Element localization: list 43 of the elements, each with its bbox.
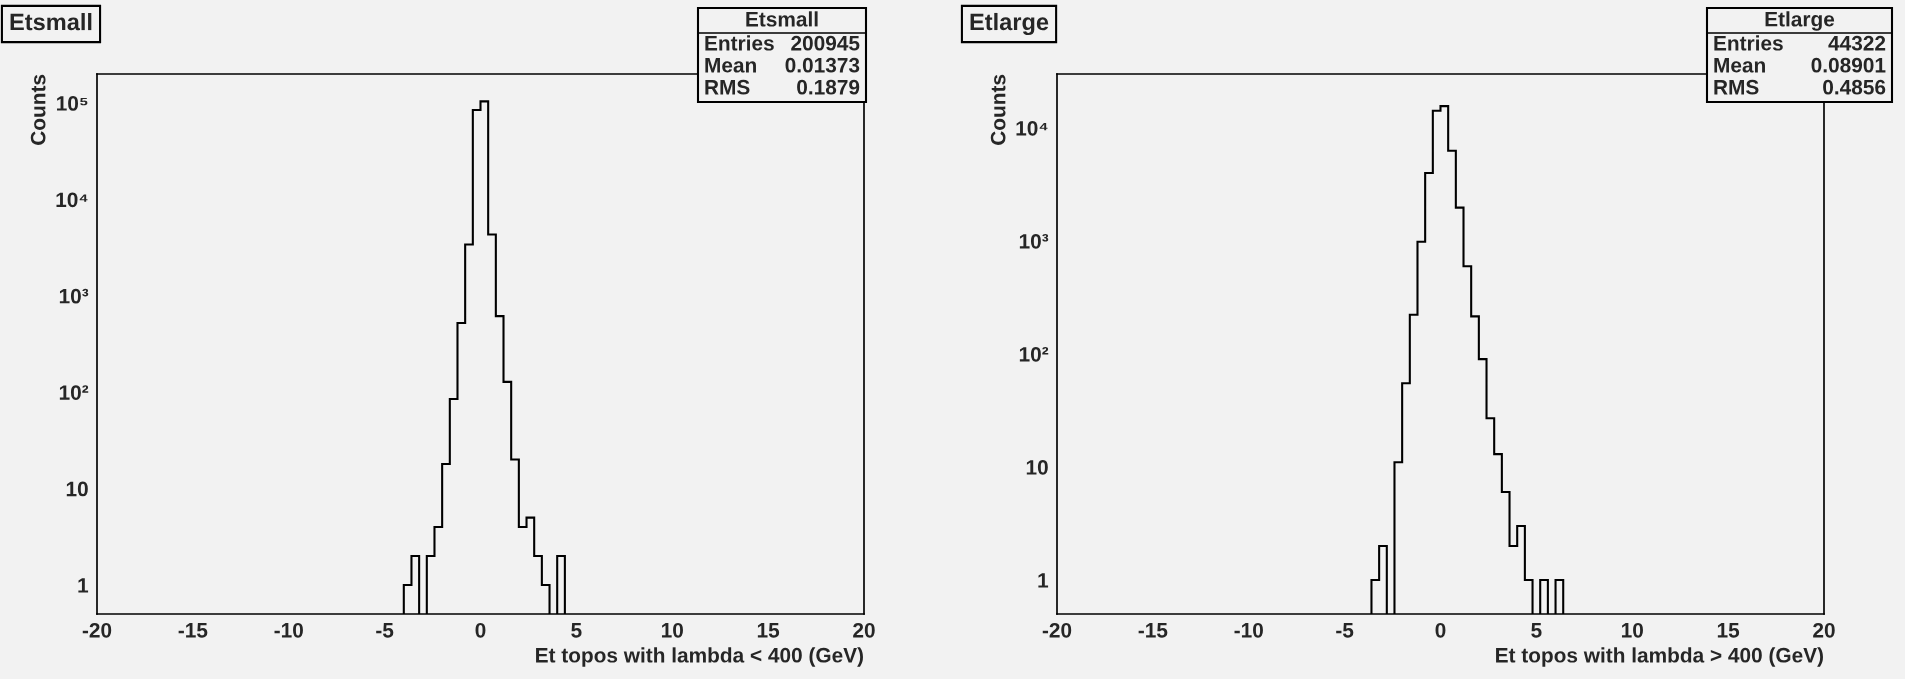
- text: Mean 0.08901: [1714, 57, 1886, 73]
- x-tick-label: 10: [661, 622, 683, 638]
- y-tick-label: 10⁴: [56, 192, 88, 208]
- x-tick-label: -10: [274, 622, 303, 638]
- text: RMS 0.1879: [705, 79, 860, 95]
- x-tick-label: 15: [1717, 623, 1740, 638]
- text: Mean 0.01373: [705, 57, 860, 73]
- text: Entries 200945: [705, 35, 860, 51]
- x-tick-label: 0: [475, 622, 486, 638]
- x-tick-label: 5: [1531, 623, 1542, 638]
- chart-title: Etlarge: [970, 12, 1049, 36]
- text: RMS 0.4856: [1714, 79, 1886, 95]
- x-tick-label: 15: [757, 623, 780, 638]
- x-tick-label: -5: [1336, 623, 1354, 638]
- x-tick-label: 20: [1813, 622, 1835, 638]
- x-tick-label: -20: [82, 622, 112, 638]
- y-axis-title: Counts: [30, 74, 46, 145]
- x-tick-label: -20: [1042, 622, 1072, 638]
- y-axis-title: Counts: [990, 74, 1006, 145]
- y-tick-label: 10²: [59, 385, 89, 400]
- y-tick-label: 10³: [1019, 233, 1049, 249]
- y-tick-label: 10: [66, 481, 88, 497]
- y-tick-label: 1: [1038, 573, 1049, 588]
- y-tick-label: 10³: [59, 288, 89, 304]
- y-tick-label: 10: [1026, 459, 1048, 475]
- text: Etlarge: [1765, 11, 1835, 31]
- x-tick-label: 20: [853, 622, 875, 638]
- text: Etsmall: [746, 11, 818, 27]
- x-tick-label: -10: [1234, 622, 1263, 638]
- text: Entries 44322: [1714, 35, 1886, 51]
- x-tick-label: -15: [1138, 623, 1168, 638]
- y-tick-label: 10²: [1019, 346, 1049, 362]
- x-tick-label: 5: [571, 623, 582, 638]
- x-tick-label: 10: [1621, 622, 1643, 638]
- x-axis-title: Et topos with lambda > 400 (GeV): [1496, 647, 1823, 667]
- x-tick-label: 0: [1435, 622, 1446, 638]
- chart-title: Etsmall: [10, 13, 92, 31]
- x-tick-label: -5: [376, 623, 394, 638]
- y-tick-label: 10⁴: [1016, 120, 1048, 136]
- y-tick-label: 1: [78, 578, 89, 593]
- x-tick-label: -15: [178, 623, 208, 638]
- x-axis-title: Et topos with lambda < 400 (GeV): [536, 647, 863, 667]
- y-tick-label: 10⁵: [57, 96, 88, 111]
